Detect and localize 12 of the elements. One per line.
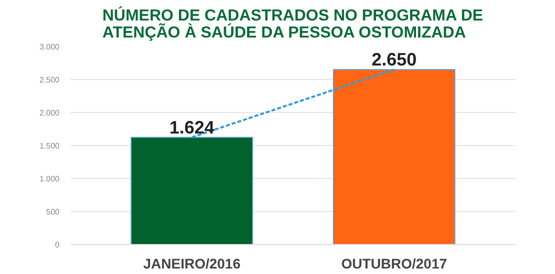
x-tick-label: JANEIRO/2016 (143, 256, 241, 272)
chart-title: NÚMERO DE CADASTRADOS NO PROGRAMA DE ATENÇÃO À SAÚDE DA PESSOA OSTOMIZADA (102, 6, 484, 42)
y-tick-label: 2.000 (39, 108, 60, 118)
y-tick-label: 3.000 (39, 42, 60, 52)
data-label: 1.624 (169, 117, 214, 138)
y-tick-label: 1.500 (39, 142, 60, 150)
x-tick-label: OUTUBRO/2017 (341, 256, 448, 272)
data-label: 2.650 (372, 50, 417, 70)
y-tick-label: 2.500 (39, 76, 60, 84)
y-tick-label: 500 (46, 208, 60, 216)
y-tick-label: 0 (55, 240, 60, 250)
y-tick-label: 1.000 (39, 174, 60, 184)
